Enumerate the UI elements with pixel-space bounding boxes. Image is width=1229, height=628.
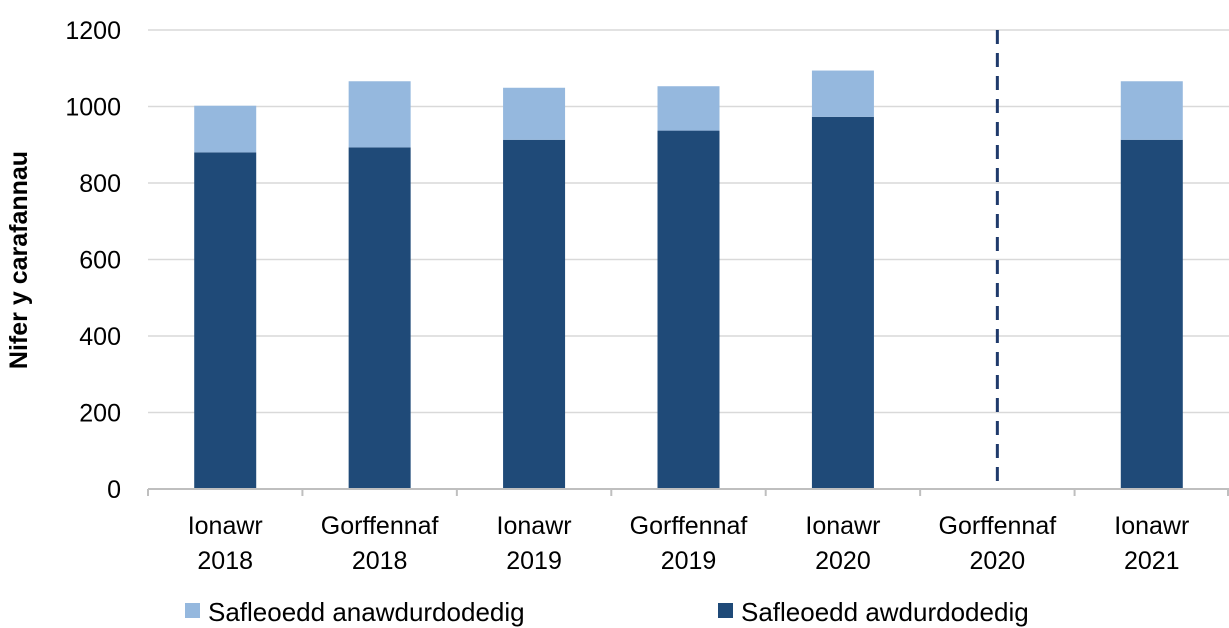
- legend-label: Safleoedd anawdurdodedig: [208, 597, 525, 627]
- bar-segment: [1120, 81, 1183, 140]
- x-category-label: 2018: [352, 547, 408, 575]
- x-category-label: Ionawr: [497, 512, 572, 540]
- bar-segment: [811, 116, 874, 489]
- x-category-label: Ionawr: [188, 512, 263, 540]
- y-tick-label: 0: [107, 476, 121, 504]
- x-category-label: Gorffennaf: [321, 512, 439, 540]
- y-tick-labels: 0 200 400 600 800 1000 1200: [65, 17, 121, 504]
- x-category-label: 2019: [506, 547, 562, 575]
- x-category-label: Ionawr: [1114, 512, 1189, 540]
- y-tick-label: 200: [79, 400, 121, 428]
- bar-segment: [657, 130, 720, 489]
- x-category-label: 2020: [970, 547, 1026, 575]
- bar-segment: [811, 70, 874, 117]
- x-category-label: Gorffennaf: [939, 512, 1057, 540]
- legend-label: Safleoedd awdurdodedig: [741, 597, 1029, 627]
- y-tick-label: 600: [79, 247, 121, 275]
- x-category-label: 2021: [1124, 547, 1180, 575]
- x-category-labels: Ionawr 2018 Gorffennaf 2018 Ionawr 2019 Gorffe…: [188, 512, 1190, 575]
- bar-segment: [1120, 139, 1183, 489]
- bar-segment: [194, 105, 257, 153]
- y-tick-label: 400: [79, 323, 121, 351]
- bar-segment: [503, 139, 566, 489]
- bar-segment: [194, 152, 257, 489]
- x-category-label: Gorffennaf: [630, 512, 748, 540]
- legend-swatch: [185, 603, 200, 618]
- legend: Safleoedd anawdurdodedig Safleoedd awdurd…: [185, 597, 1029, 627]
- x-category-label: Ionawr: [805, 512, 880, 540]
- bar-segment: [348, 147, 411, 490]
- axes: [147, 488, 1229, 496]
- legend-swatch: [718, 603, 733, 618]
- y-tick-label: 1000: [65, 94, 121, 122]
- bar-segment: [503, 87, 566, 140]
- x-category-label: 2020: [815, 547, 871, 575]
- bar-segment: [348, 81, 411, 148]
- y-tick-label: 800: [79, 170, 121, 198]
- x-category-label: 2019: [661, 547, 717, 575]
- y-tick-label: 1200: [65, 17, 121, 45]
- bar-segment: [657, 86, 720, 131]
- x-category-label: 2018: [197, 547, 253, 575]
- y-axis-title: Nifer y carafannau: [5, 151, 33, 369]
- bars: [194, 70, 1183, 490]
